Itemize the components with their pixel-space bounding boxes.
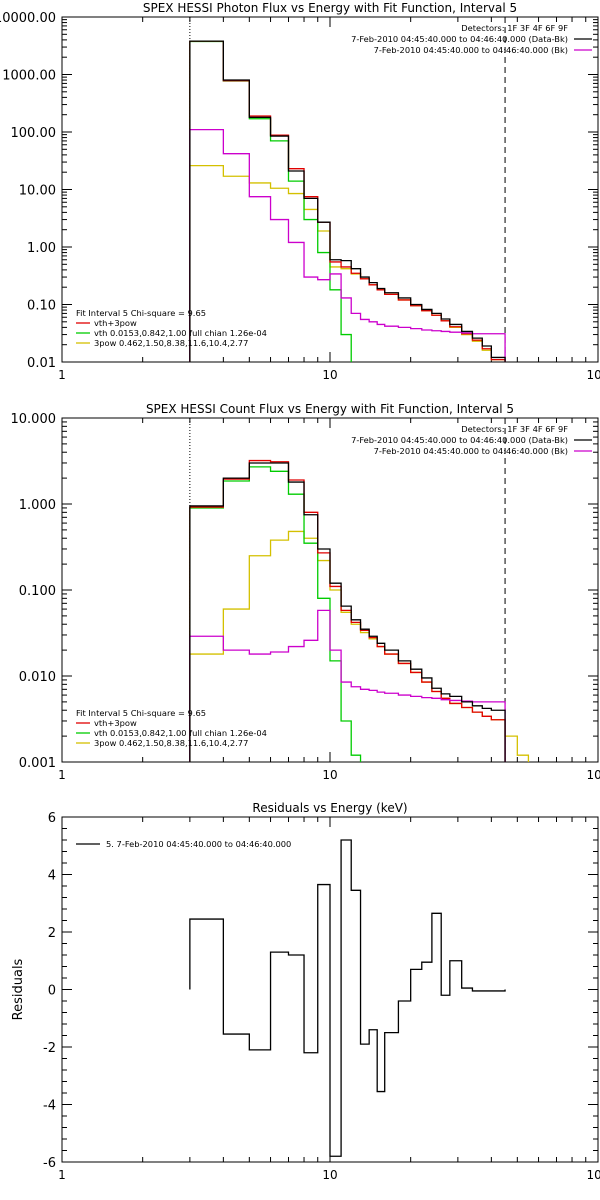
- legend-label: 3pow 0.462,1.50,8.38,11.6,10.4,2.77: [94, 338, 248, 348]
- chart-3: Residuals vs Energy (keV) 1 10 100 -6 -4 -2 0 2 4…: [11, 801, 600, 1182]
- y-tick-label: 100.00: [11, 126, 57, 141]
- y-tick-label: 1000.00: [2, 69, 56, 84]
- x-tick-label: 1: [58, 368, 66, 382]
- series-data-bk-line: [189, 462, 506, 762]
- data-layer: [189, 459, 530, 762]
- header-line: 7-Feb-2010 04:45:40.000 to 04:46:40.000 …: [374, 45, 568, 55]
- series-5-7-feb-2010-04-45-40-000-to-04-46-40-000-line: [189, 839, 506, 1157]
- header-line: 7-Feb-2010 04:45:40.000 to 04:46:40.000 …: [374, 446, 568, 456]
- x-tick-label: 10: [322, 1168, 337, 1182]
- header-line: 7-Feb-2010 04:45:40.000 to 04:46:40.000 …: [351, 34, 568, 44]
- y-tick-label: 4: [48, 869, 56, 884]
- series-bk-line: [189, 609, 506, 762]
- x-tick-label: 10: [322, 368, 337, 382]
- y-tick-label: 1.00: [27, 241, 56, 256]
- y-tick-label: 6: [48, 811, 56, 826]
- x-tick-label: 1: [58, 768, 66, 782]
- x-tick-label: 100: [587, 768, 600, 782]
- legend-label: vth 0.0153,0.842,1.00 full chian 1.26e-0…: [94, 328, 267, 338]
- y-tick-label: 0.001: [19, 756, 56, 771]
- header-line: 7-Feb-2010 04:45:40.000 to 04:46:40.000 …: [351, 435, 568, 445]
- legend-label: 5. 7-Feb-2010 04:45:40.000 to 04:46:40.0…: [106, 839, 291, 849]
- fit-info: Fit Interval 5 Chi-square = 9.65: [76, 708, 206, 718]
- chart-title: SPEX HESSI Count Flux vs Energy with Fit…: [146, 402, 514, 416]
- legend-label: vth 0.0153,0.842,1.00 full chian 1.26e-0…: [94, 728, 267, 738]
- y-tick-label: 0.10: [27, 299, 56, 314]
- series-3-line: [189, 466, 362, 762]
- y-tick-label: 10.00: [19, 184, 56, 199]
- x-tick-label: 100: [587, 368, 600, 382]
- data-layer: [189, 839, 506, 1157]
- y-tick-label: -2: [43, 1041, 56, 1056]
- y-tick-label: 10000.00: [0, 11, 56, 26]
- y-tick-label: 0.01: [27, 356, 56, 371]
- chart-title: SPEX HESSI Photon Flux vs Energy with Fi…: [143, 1, 517, 15]
- series-bk-line: [189, 128, 506, 362]
- y-tick-label: 2: [48, 926, 56, 941]
- header-line: Detectors: 1F 3F 4F 6F 9F: [461, 23, 568, 33]
- y-tick-label: 10.000: [11, 412, 57, 427]
- y-tick-label: 0: [48, 984, 56, 999]
- header-line: Detectors: 1F 3F 4F 6F 9F: [461, 424, 568, 434]
- x-tick-label: 100: [587, 1168, 600, 1182]
- chart-1: SPEX HESSI Photon Flux vs Energy with Fi…: [0, 1, 600, 382]
- series-data-bk-line: [189, 40, 506, 362]
- x-tick-label: 10: [322, 768, 337, 782]
- chart-2: SPEX HESSI Count Flux vs Energy with Fit…: [11, 402, 600, 782]
- series-4-line: [189, 530, 530, 762]
- fit-info: Fit Interval 5 Chi-square = 9.65: [76, 308, 206, 318]
- y-axis-label: Residuals: [11, 958, 26, 1020]
- y-tick-label: -6: [43, 1156, 56, 1171]
- data-layer: [189, 40, 506, 362]
- y-tick-label: 0.100: [19, 584, 56, 599]
- y-tick-label: -4: [43, 1099, 56, 1114]
- y-tick-label: 1.000: [19, 498, 56, 513]
- legend-label: vth+3pow: [94, 318, 137, 328]
- x-tick-label: 1: [58, 1168, 66, 1182]
- chart-title: Residuals vs Energy (keV): [252, 801, 407, 815]
- legend-label: vth+3pow: [94, 718, 137, 728]
- y-tick-label: 0.010: [19, 670, 56, 685]
- legend-label: 3pow 0.462,1.50,8.38,11.6,10.4,2.77: [94, 738, 248, 748]
